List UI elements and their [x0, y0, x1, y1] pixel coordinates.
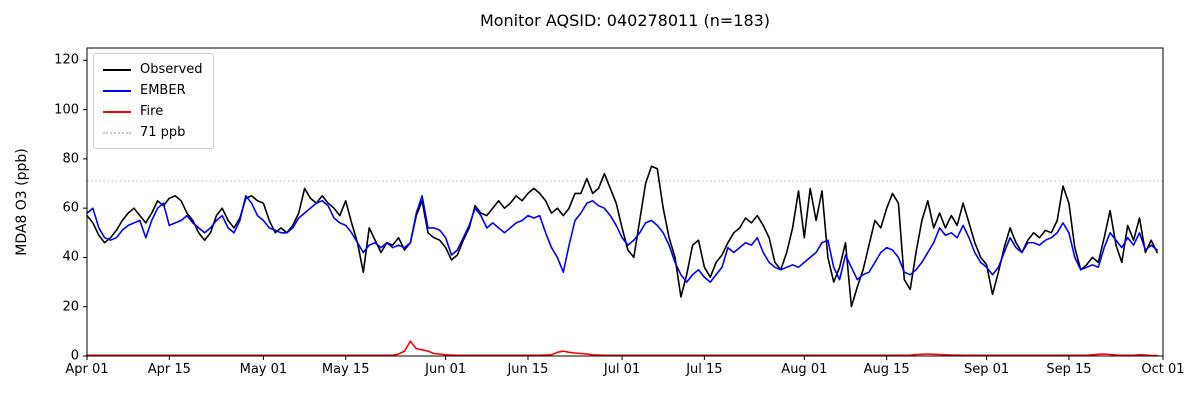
x-tick-label: May 15	[321, 362, 370, 377]
legend-label: Observed	[140, 61, 203, 77]
y-tick-label: 20	[62, 299, 79, 315]
legend-line-observed	[103, 68, 131, 71]
y-tick-label: 40	[62, 249, 79, 265]
legend-line-ember	[103, 89, 131, 92]
chart-title: Monitor AQSID: 040278011 (n=183)	[479, 11, 771, 30]
x-tick-label: Jul 15	[686, 362, 723, 377]
x-tick-label: Apr 01	[65, 362, 109, 377]
legend-item: Fire	[103, 101, 203, 122]
y-tick-label: 80	[62, 151, 79, 167]
legend-item: EMBER	[103, 80, 203, 101]
legend-item: Observed	[103, 59, 203, 80]
ember-line	[86, 195, 1158, 283]
y-tick-label: 120	[54, 52, 79, 68]
y-tick-label: 100	[54, 102, 79, 118]
x-tick-label: Aug 15	[863, 362, 910, 377]
x-tick-label: Jun 01	[425, 362, 467, 377]
x-tick-label: Jun 15	[507, 362, 549, 377]
axes-frame	[86, 47, 1164, 357]
y-tick-label: 60	[62, 200, 79, 216]
legend-line-71-ppb	[103, 131, 131, 134]
fire-line	[86, 340, 1158, 357]
x-tick-label: May 01	[239, 362, 288, 377]
legend-label: Fire	[140, 103, 164, 119]
x-tick-label: Jul 01	[603, 362, 641, 377]
legend-line-fire	[103, 110, 131, 113]
x-tick-label: Apr 15	[147, 362, 191, 377]
y-tick-label: 0	[70, 348, 79, 364]
x-tick-label: Aug 01	[781, 362, 828, 377]
legend-label: 71 ppb	[140, 124, 186, 140]
legend: Observed EMBER Fire 71 ppb	[93, 53, 214, 149]
legend-item: 71 ppb	[103, 122, 203, 143]
x-tick-label: Sep 15	[1046, 362, 1092, 377]
legend-label: EMBER	[140, 82, 186, 98]
observed-line	[86, 165, 1158, 308]
x-tick-label: Oct 01	[1141, 362, 1185, 377]
x-tick-label: Sep 01	[964, 362, 1010, 377]
